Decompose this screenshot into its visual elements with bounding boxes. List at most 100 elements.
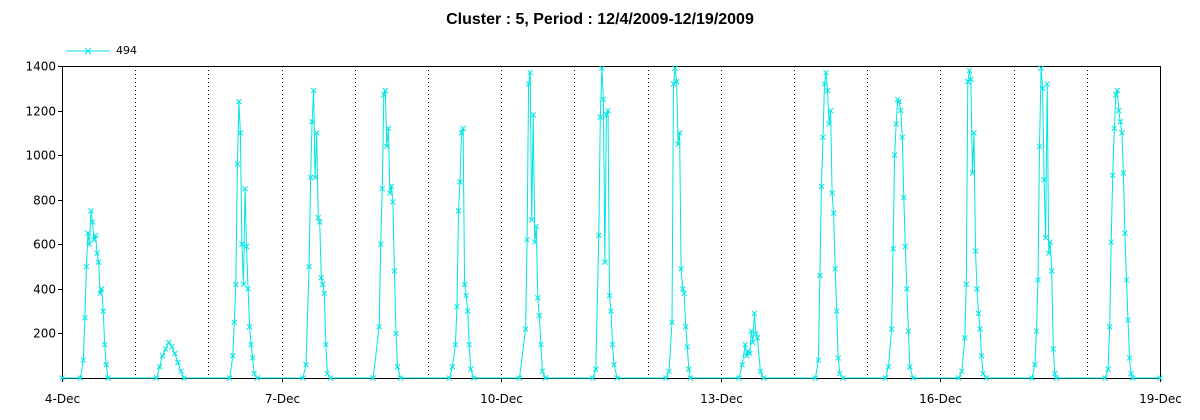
data-point <box>89 219 96 225</box>
data-point <box>153 375 160 381</box>
data-point <box>98 286 105 292</box>
data-point <box>1112 92 1119 98</box>
data-point <box>226 375 233 381</box>
x-tick-label: 7-Dec <box>265 392 300 406</box>
data-point <box>92 232 99 239</box>
data-point <box>827 107 834 114</box>
data-point <box>59 375 65 381</box>
data-point <box>907 364 913 370</box>
data-point <box>743 352 750 359</box>
data-point <box>961 335 968 341</box>
data-point <box>681 290 688 297</box>
data-point <box>882 375 889 381</box>
data-point <box>316 219 323 225</box>
data-point <box>322 341 329 348</box>
data-point <box>95 259 102 265</box>
data-point <box>100 308 107 314</box>
data-point <box>390 199 396 205</box>
data-point <box>458 130 465 136</box>
data-point <box>1038 65 1044 72</box>
data-point <box>1120 170 1127 176</box>
data-point <box>1157 375 1163 381</box>
data-point <box>685 366 692 372</box>
data-point <box>597 114 604 121</box>
y-tick-label: 1400 <box>25 60 56 74</box>
data-point <box>817 272 823 279</box>
data-point <box>175 359 181 366</box>
data-point <box>821 80 828 87</box>
data-point <box>240 281 247 288</box>
data-point <box>1114 87 1121 94</box>
data-point <box>815 357 822 364</box>
data-point <box>1029 375 1035 381</box>
data-point <box>682 323 689 330</box>
data-point <box>891 152 898 158</box>
data-point <box>83 263 90 270</box>
data-point <box>955 375 962 381</box>
data-point <box>963 281 970 288</box>
y-tick-label: 800 <box>33 194 56 208</box>
data-point <box>454 303 460 310</box>
data-point <box>446 375 453 381</box>
data-point <box>178 368 184 375</box>
data-point <box>609 341 616 348</box>
data-point <box>382 87 389 94</box>
data-point <box>663 375 669 381</box>
data-point <box>978 352 985 359</box>
data-point <box>1047 239 1054 245</box>
data-point <box>980 370 986 377</box>
data-point <box>181 375 187 381</box>
data-point <box>466 341 473 348</box>
data-point <box>528 216 535 223</box>
legend: 494 <box>66 44 137 57</box>
data-point <box>826 121 832 127</box>
data-point <box>1122 230 1128 236</box>
data-point <box>687 375 694 381</box>
data-point <box>1111 125 1118 132</box>
data-point <box>1039 85 1046 92</box>
data-point <box>321 290 328 297</box>
data-point <box>1105 366 1112 372</box>
data-point <box>684 343 691 350</box>
legend-label-494: 494 <box>116 44 137 57</box>
data-point <box>534 294 541 301</box>
data-point <box>824 87 831 94</box>
data-point <box>611 361 617 368</box>
data-point <box>229 352 236 359</box>
data-point <box>1045 250 1052 257</box>
data-point <box>614 375 620 381</box>
data-point <box>391 268 398 274</box>
data-point <box>983 375 990 381</box>
data-point <box>672 65 678 72</box>
data-point <box>964 78 971 85</box>
data-point <box>385 125 392 132</box>
data-point <box>171 350 178 357</box>
data-point <box>310 87 317 94</box>
data-point <box>896 98 903 105</box>
data-point <box>88 208 94 214</box>
data-point <box>893 121 900 127</box>
data-point <box>669 319 675 326</box>
data-point <box>975 310 982 317</box>
data-point <box>600 96 607 103</box>
data-point <box>239 241 245 248</box>
data-point <box>1125 317 1131 323</box>
data-point <box>159 352 166 359</box>
data-point <box>383 143 390 150</box>
data-point <box>537 341 544 348</box>
data-point <box>739 361 746 368</box>
data-point <box>300 375 306 381</box>
data-point <box>91 236 97 243</box>
data-point <box>595 232 602 239</box>
data-point <box>246 323 253 330</box>
data-point <box>757 368 764 375</box>
data-point <box>760 375 767 381</box>
data-point <box>905 328 912 335</box>
series-line-494 <box>62 68 1160 379</box>
x-tick-label: 13-Dec <box>700 392 743 406</box>
y-tick-label: 200 <box>33 327 56 341</box>
data-point <box>754 335 761 341</box>
data-point <box>897 107 904 114</box>
data-point <box>673 78 680 85</box>
data-point <box>377 241 384 248</box>
